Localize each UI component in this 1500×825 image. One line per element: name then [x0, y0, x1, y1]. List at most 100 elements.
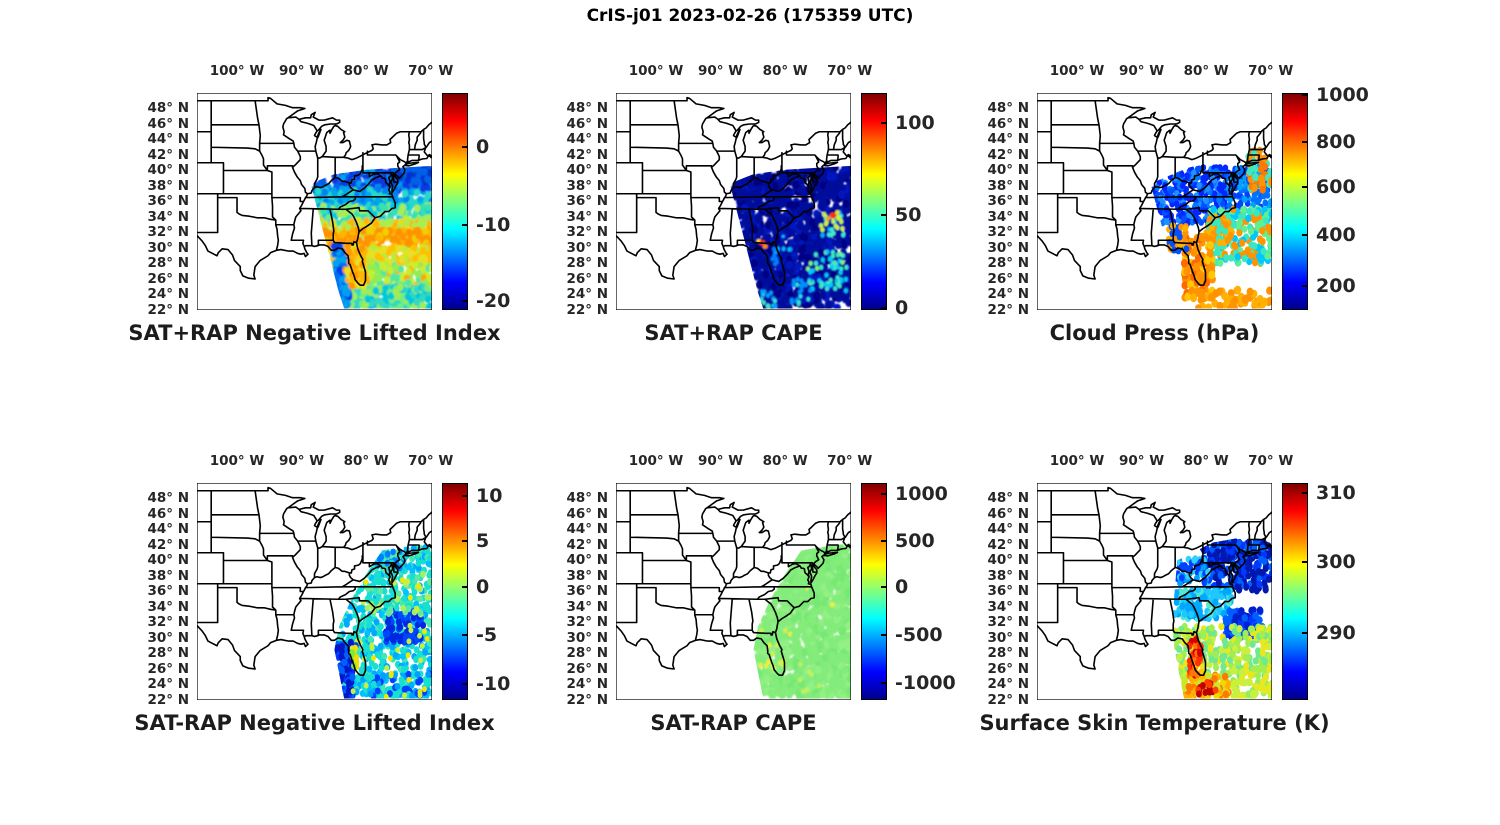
lat-tick-label: 24° N — [566, 286, 608, 302]
lat-tick-label: 30° N — [987, 239, 1029, 256]
colorbar-tick — [462, 223, 467, 226]
lat-tick-label: 24° N — [147, 676, 189, 692]
lon-tick-label: 100° W — [209, 63, 265, 79]
lat-tick-label: 28° N — [566, 255, 608, 271]
lon-tick-label: 70° W — [408, 63, 454, 79]
panel-caption: SAT+RAP CAPE — [644, 321, 823, 345]
colorbar-tick-label: 0 — [895, 296, 909, 319]
lat-tick-label: 48° N — [987, 490, 1029, 506]
lon-tick-label: 100° W — [1049, 63, 1105, 79]
colorbar-tick-label: 5 — [476, 529, 490, 552]
lat-tick-label: 36° N — [147, 193, 189, 209]
lat-tick-label: 22° N — [147, 301, 189, 318]
colorbar — [861, 483, 887, 700]
lat-tick-label: 46° N — [566, 115, 608, 132]
lat-tick-label: 44° N — [987, 521, 1029, 537]
colorbar-tick-label: -500 — [895, 623, 943, 646]
lat-tick-label: 26° N — [566, 660, 608, 677]
lat-tick-label: 32° N — [147, 614, 189, 630]
colorbar-tick-label: 1000 — [895, 482, 948, 505]
lat-tick-label: 34° N — [147, 208, 189, 225]
lon-tick-label: 100° W — [1049, 453, 1105, 469]
panel-caption: Surface Skin Temperature (K) — [979, 711, 1330, 735]
basemap-borders — [616, 488, 851, 676]
lat-tick-label: 36° N — [147, 583, 189, 599]
basemap-borders — [1037, 488, 1272, 676]
lat-tick-label: 24° N — [147, 286, 189, 302]
lat-tick-label: 44° N — [147, 131, 189, 147]
colorbar — [442, 483, 468, 700]
colorbar-tick — [881, 122, 886, 125]
lat-tick-label: 42° N — [147, 536, 189, 553]
colorbar-tick-label: 50 — [895, 203, 922, 226]
colorbar-tick-label: 0 — [476, 135, 490, 158]
lat-tick-label: 24° N — [987, 286, 1029, 302]
lon-tick-label: 90° W — [1119, 63, 1165, 79]
colorbar-tick-label: 300 — [1316, 550, 1356, 573]
colorbar-tick — [462, 682, 467, 685]
lat-tick-label: 32° N — [987, 224, 1029, 240]
basemap-borders — [197, 98, 432, 286]
lon-tick-label: 70° W — [827, 63, 873, 79]
lat-tick-label: 38° N — [147, 177, 189, 194]
colorbar-tick-label: -10 — [476, 213, 511, 236]
map-surface-skin-temperature — [1037, 483, 1272, 700]
lat-tick-label: 26° N — [147, 270, 189, 287]
lon-tick-label: 100° W — [209, 453, 265, 469]
lat-tick-label: 46° N — [987, 505, 1029, 522]
colorbar-tick-label: 100 — [895, 112, 935, 135]
lat-tick-label: 32° N — [566, 224, 608, 240]
lon-tick-label: 70° W — [1248, 453, 1294, 469]
lat-tick-label: 34° N — [987, 208, 1029, 225]
panel-surface-skin-temperature: 100° W 90° W 80° W 70° W 48° N 46° N 44° N 42° … — [979, 453, 1355, 735]
panel-caption: Cloud Press (hPa) — [1049, 321, 1260, 345]
lat-tick-label: 38° N — [987, 567, 1029, 584]
lat-tick-label: 46° N — [987, 115, 1029, 132]
map-cloud-press — [1037, 93, 1272, 310]
panel-caption: SAT-RAP CAPE — [650, 711, 817, 735]
panel-sat-minus-rap-negative-lifted-index: 100° W 90° W 80° W 70° W 48° N 46° N 44° N 42° … — [134, 453, 510, 735]
colorbar-tick-label: 0 — [895, 575, 909, 598]
lat-tick-label: 36° N — [987, 583, 1029, 599]
colorbar-tick — [1302, 186, 1307, 189]
colorbar-tick-label: -10 — [476, 672, 511, 695]
colorbar-tick-label: 310 — [1316, 482, 1356, 505]
lat-tick-label: 42° N — [987, 536, 1029, 553]
colorbar-tick — [881, 492, 886, 495]
lat-tick-label: 42° N — [147, 146, 189, 163]
lat-tick-label: 34° N — [566, 598, 608, 615]
basemap-borders — [616, 98, 851, 286]
lat-tick-label: 40° N — [566, 552, 608, 568]
lon-tick-label: 70° W — [827, 453, 873, 469]
colorbar-tick — [1302, 94, 1307, 97]
lon-tick-label: 100° W — [628, 63, 684, 79]
lat-tick-label: 48° N — [566, 100, 608, 116]
lon-tick-label: 80° W — [1183, 63, 1229, 79]
lat-tick-label: 26° N — [987, 270, 1029, 287]
data-swath — [310, 165, 432, 309]
colorbar-tick — [881, 585, 886, 588]
colorbar-tick — [1302, 632, 1307, 635]
panel-sat-plus-rap-cape: 100° W 90° W 80° W 70° W 48° N 46° N 44° N 42° … — [566, 63, 934, 345]
colorbar-tick — [1302, 233, 1307, 236]
data-swath — [729, 165, 851, 309]
colorbar-tick — [881, 633, 886, 636]
lon-tick-label: 70° W — [408, 453, 454, 469]
colorbar-tick-label: 400 — [1316, 223, 1356, 246]
lat-tick-label: 34° N — [566, 208, 608, 225]
colorbar-tick — [462, 299, 467, 302]
colorbar-tick-label: 500 — [895, 529, 935, 552]
colorbar-tick — [462, 495, 467, 498]
lat-tick-label: 26° N — [147, 660, 189, 677]
lon-tick-label: 90° W — [698, 453, 744, 469]
lat-tick-label: 40° N — [147, 162, 189, 178]
colorbar-tick — [881, 213, 886, 216]
colorbar-tick — [1302, 560, 1307, 563]
lat-tick-label: 46° N — [147, 505, 189, 522]
lon-tick-label: 90° W — [279, 453, 325, 469]
lat-tick-label: 40° N — [987, 162, 1029, 178]
lat-tick-label: 48° N — [566, 490, 608, 506]
colorbar — [1282, 483, 1308, 700]
lon-tick-label: 80° W — [343, 453, 389, 469]
